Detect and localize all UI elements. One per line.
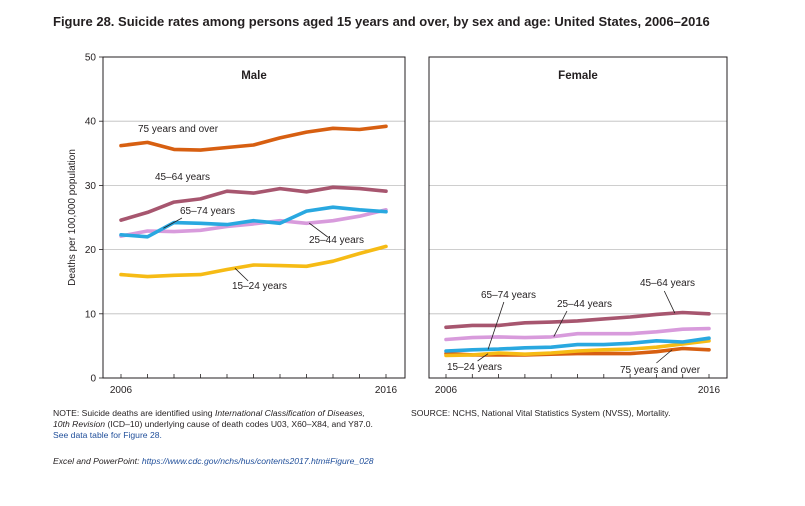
- data-table-link[interactable]: See data table for Figure 28.: [53, 430, 162, 440]
- series-label: 15–24 years: [447, 362, 502, 373]
- series-label: 25–44 years: [557, 299, 612, 310]
- x-tick-label: 2006: [110, 385, 133, 396]
- label-leader-line: [234, 267, 249, 282]
- female-panel: 2006 2016 Female 45–64 years 25–44 years 65–7…: [428, 56, 728, 396]
- label-leader-line: [656, 349, 673, 364]
- y-tick-label: 30: [85, 181, 97, 192]
- figure-title: Figure 28. Suicide rates among persons a…: [53, 14, 710, 29]
- label-leader-line: [553, 310, 568, 337]
- x-tick-label: 2016: [375, 385, 398, 396]
- source-text: SOURCE: NCHS, National Vital Statistics …: [411, 408, 671, 418]
- panel-frame: [102, 56, 406, 379]
- y-tick-label: 10: [85, 309, 97, 320]
- excel-url-link[interactable]: https://www.cdc.gov/nchs/hus/contents201…: [141, 456, 374, 466]
- series-label: 25–44 years: [309, 235, 364, 246]
- series-label: 75 years and over: [620, 365, 701, 376]
- suicide-rates-chart: 2006 2016 0 10 20 30 40 50 Deaths per 100,000 po…: [67, 53, 728, 396]
- x-tick-label: 2006: [435, 385, 458, 396]
- excel-label: Excel and PowerPoint:: [53, 456, 142, 466]
- male-panel: 2006 2016 0 10 20 30 40 50 Deaths per 100,000 po…: [67, 53, 406, 396]
- series-line-15-24-years: [444, 338, 711, 358]
- y-tick-label: 0: [90, 374, 96, 385]
- series-label: 15–24 years: [232, 281, 287, 292]
- x-tick-label: 2016: [698, 385, 721, 396]
- series-label: 45–64 years: [155, 172, 210, 183]
- label-leader-line: [308, 222, 328, 238]
- panel-frame: [428, 56, 728, 379]
- y-axis-label: Deaths per 100,000 population: [67, 149, 78, 286]
- label-leader-line: [663, 290, 676, 314]
- y-tick-label: 40: [85, 117, 97, 128]
- series-line-45-64-years: [444, 310, 711, 330]
- series-label: 65–74 years: [180, 206, 235, 217]
- panel-title: Male: [241, 70, 267, 82]
- series-line-25-44-years: [444, 326, 711, 342]
- excel-powerpoint-line: Excel and PowerPoint: https://www.cdc.go…: [53, 456, 374, 466]
- series-line-45-64-years: [119, 185, 388, 222]
- series-label: 75 years and over: [138, 124, 219, 135]
- label-leader-line: [477, 353, 489, 362]
- note-icd-name: International Classification of Diseases…: [53, 408, 365, 429]
- note-text: NOTE: Suicide deaths are identified usin…: [53, 408, 383, 441]
- y-tick-label: 20: [85, 245, 97, 256]
- panel-title: Female: [558, 70, 598, 82]
- note-prefix: NOTE: Suicide deaths are identified usin…: [53, 408, 215, 418]
- label-leader-line: [487, 301, 505, 350]
- series-line-25-44-years: [119, 208, 388, 238]
- series-label: 45–64 years: [640, 278, 695, 289]
- series-line-65-74-years: [444, 336, 711, 353]
- label-leader-line: [163, 217, 183, 229]
- series-line-75-years-and-over: [119, 124, 388, 152]
- y-tick-label: 50: [85, 53, 97, 64]
- series-line-15-24-years: [119, 244, 388, 279]
- note-middle: (ICD–10) underlying cause of death codes…: [105, 419, 373, 429]
- series-label: 65–74 years: [481, 290, 536, 301]
